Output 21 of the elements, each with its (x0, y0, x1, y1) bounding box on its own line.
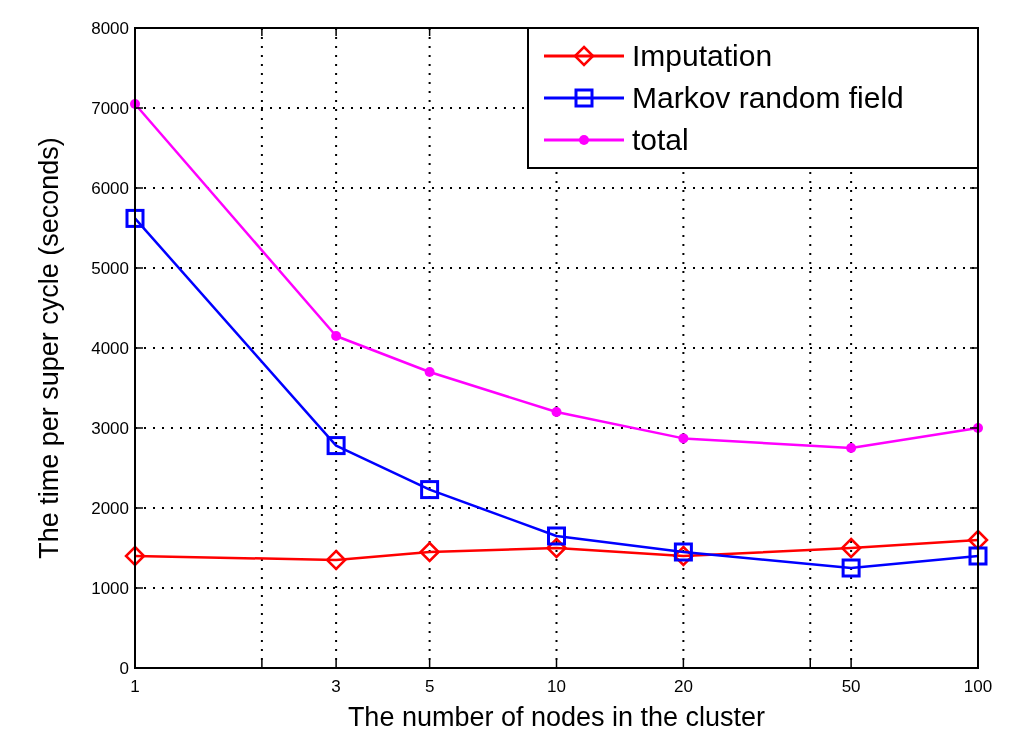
x-tick-label: 20 (673, 677, 693, 696)
x-tick-label: 100 (963, 677, 993, 696)
y-tick-label: 7000 (91, 99, 129, 118)
x-tick-label: 1 (130, 677, 140, 696)
y-tick-label: 5000 (91, 259, 129, 278)
y-axis-title: The time per super cycle (seconds) (34, 137, 64, 559)
x-tick-label: 10 (547, 677, 566, 696)
legend-label: Markov random field (632, 81, 904, 114)
legend-label: total (632, 123, 689, 156)
y-tick-label: 6000 (91, 179, 129, 198)
x-axis-title: The number of nodes in the cluster (347, 702, 766, 732)
x-tick-label: 5 (424, 677, 435, 696)
y-tick-label: 1000 (91, 579, 129, 598)
y-tick-label: 4000 (91, 339, 129, 358)
y-tick-label: 8000 (91, 19, 129, 38)
y-tick-label: 2000 (91, 499, 129, 518)
x-tick-label: 50 (841, 677, 861, 696)
y-tick-label: 3000 (91, 419, 129, 438)
legend-label: Imputation (632, 39, 773, 72)
x-tick-label: 3 (331, 677, 341, 696)
y-tick-label: 0 (119, 659, 129, 678)
